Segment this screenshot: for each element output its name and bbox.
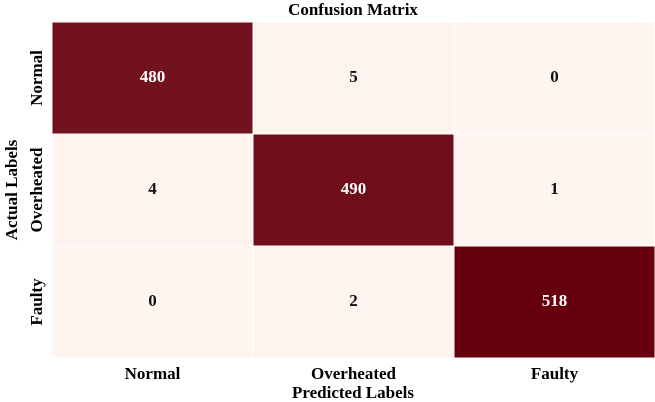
chart-title: Confusion Matrix [288, 0, 418, 19]
heatmap-cell [453, 133, 655, 247]
cell-label: 518 [542, 291, 568, 310]
heatmap-cell [51, 21, 254, 135]
heatmap-cell [252, 245, 455, 359]
x-tick-label: Overheated [311, 364, 397, 383]
heatmap-cell [252, 133, 455, 247]
cell-label: 2 [349, 291, 358, 310]
y-tick-label: Overheated [27, 147, 46, 233]
heatmap-cell [51, 133, 254, 247]
cell-label: 490 [341, 179, 367, 198]
cell-label: 1 [550, 179, 559, 198]
cell-label: 0 [148, 291, 157, 310]
cell-label: 5 [349, 67, 358, 86]
y-tick-label: Faulty [27, 278, 46, 326]
x-tick-label: Faulty [531, 364, 579, 383]
y-axis-label: Actual Labels [2, 139, 21, 240]
heatmap-cell [453, 245, 655, 359]
x-tick-label: Normal [125, 364, 181, 383]
heatmap-cell [252, 21, 455, 135]
cell-label: 4 [148, 179, 157, 198]
cell-label: 0 [550, 67, 559, 86]
x-axis-label: Predicted Labels [292, 383, 414, 402]
y-tick-label: Normal [27, 50, 46, 106]
cell-label: 480 [140, 67, 166, 86]
